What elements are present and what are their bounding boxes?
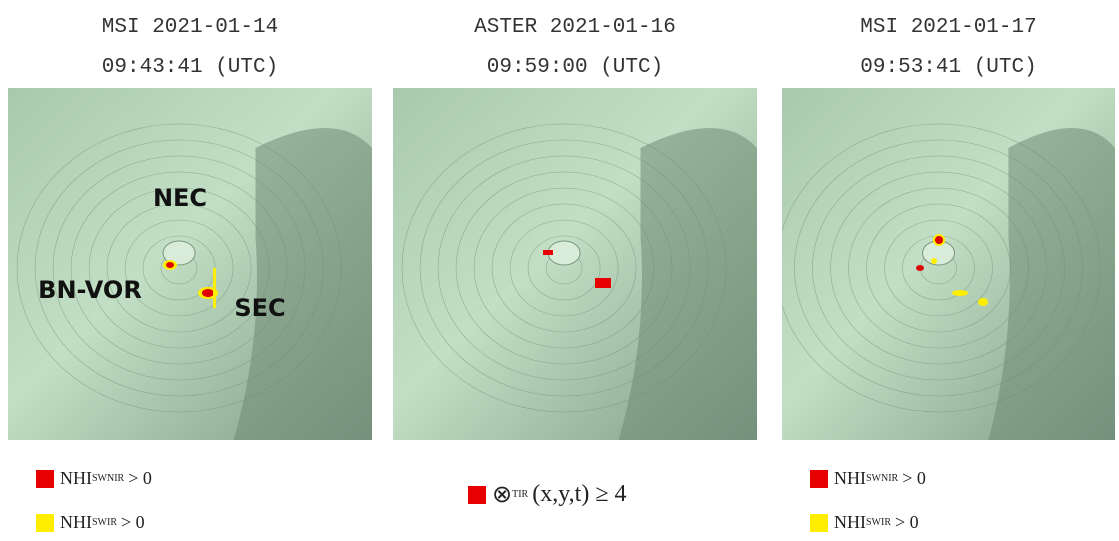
legend-entry: NHI SWNIR > 0 [36,468,152,489]
legend-sub: SWIR [92,517,117,528]
contour [884,219,993,317]
crater-label: BN-VOR [38,276,142,304]
title-line: 09:43:41 (UTC) [101,56,279,79]
contour [124,219,234,317]
map [393,88,757,440]
valley [618,128,757,440]
hotspot [213,268,216,308]
legend-base: ⊗ [492,482,513,508]
contour [70,171,288,365]
contour [782,123,1101,413]
hotspot [935,236,943,244]
legend-base: NHI [834,468,866,488]
legend-base: NHI [834,512,866,532]
legend-rest: > 0 [895,512,919,532]
contour [401,123,727,413]
contour [527,235,601,301]
legend-rest: > 0 [121,512,145,532]
contour [794,139,1083,397]
map: NEC BN-VOR SEC [8,88,372,440]
crater [162,240,196,266]
legend-swatch [36,469,54,488]
contour [455,171,673,365]
contour [491,203,637,333]
legend-entry: ⊗ TIR (x,y,t) ≥ 4 [468,480,626,509]
legend-rest: (x,y,t) ≥ 4 [532,481,627,507]
legend-sub: SWIR [866,517,891,528]
legend-swatch [810,513,828,532]
contour [848,187,1029,349]
hotspot [916,265,924,271]
legend-entry: NHI SWNIR > 0 [810,468,926,489]
legend-base: NHI [60,468,92,488]
hotspot [931,258,937,264]
hotspot [543,250,553,255]
title-line: MSI 2021-01-17 [860,16,1037,39]
panel-title: MSI 2021-01-17 09:53:41 (UTC) [782,8,1115,88]
contour [16,123,342,413]
contour [830,171,1047,365]
hotspot [978,298,988,306]
title-line: 09:59:00 (UTC) [486,56,664,79]
contour [437,155,691,381]
hotspot [952,290,968,296]
contour [88,187,270,349]
panel-title: ASTER 2021-01-16 09:59:00 (UTC) [393,8,757,88]
contour [106,203,252,333]
legend-sub: SWNIR [866,473,899,484]
title-line: ASTER 2021-01-16 [474,16,676,39]
contour [812,155,1065,381]
contour [473,187,655,349]
legend-rest: > 0 [902,468,926,488]
legend-sub: SWNIR [92,473,125,484]
crater-label: SEC [234,294,285,322]
contour [52,155,306,381]
legend-swatch [810,469,828,488]
valley [233,128,372,440]
contour [509,219,619,317]
title-line: MSI 2021-01-14 [101,16,279,39]
legend-swatch [468,485,486,504]
contour [34,139,324,397]
legend-entry: NHI SWIR > 0 [36,512,145,533]
legend-base: NHI [60,512,92,532]
map [782,88,1115,440]
panel-title: MSI 2021-01-14 09:43:41 (UTC) [8,8,372,88]
hotspot [166,262,174,268]
hotspot [595,278,611,288]
crater-label: NEC [153,184,207,212]
contour [419,139,709,397]
title-line: 09:53:41 (UTC) [860,56,1037,79]
hotspot [202,289,214,297]
contour [866,203,1011,333]
legend-rest: > 0 [128,468,152,488]
legend-entry: NHI SWIR > 0 [810,512,919,533]
valley [988,128,1115,440]
legend-sub: TIR [512,489,529,500]
legend-swatch [36,513,54,532]
